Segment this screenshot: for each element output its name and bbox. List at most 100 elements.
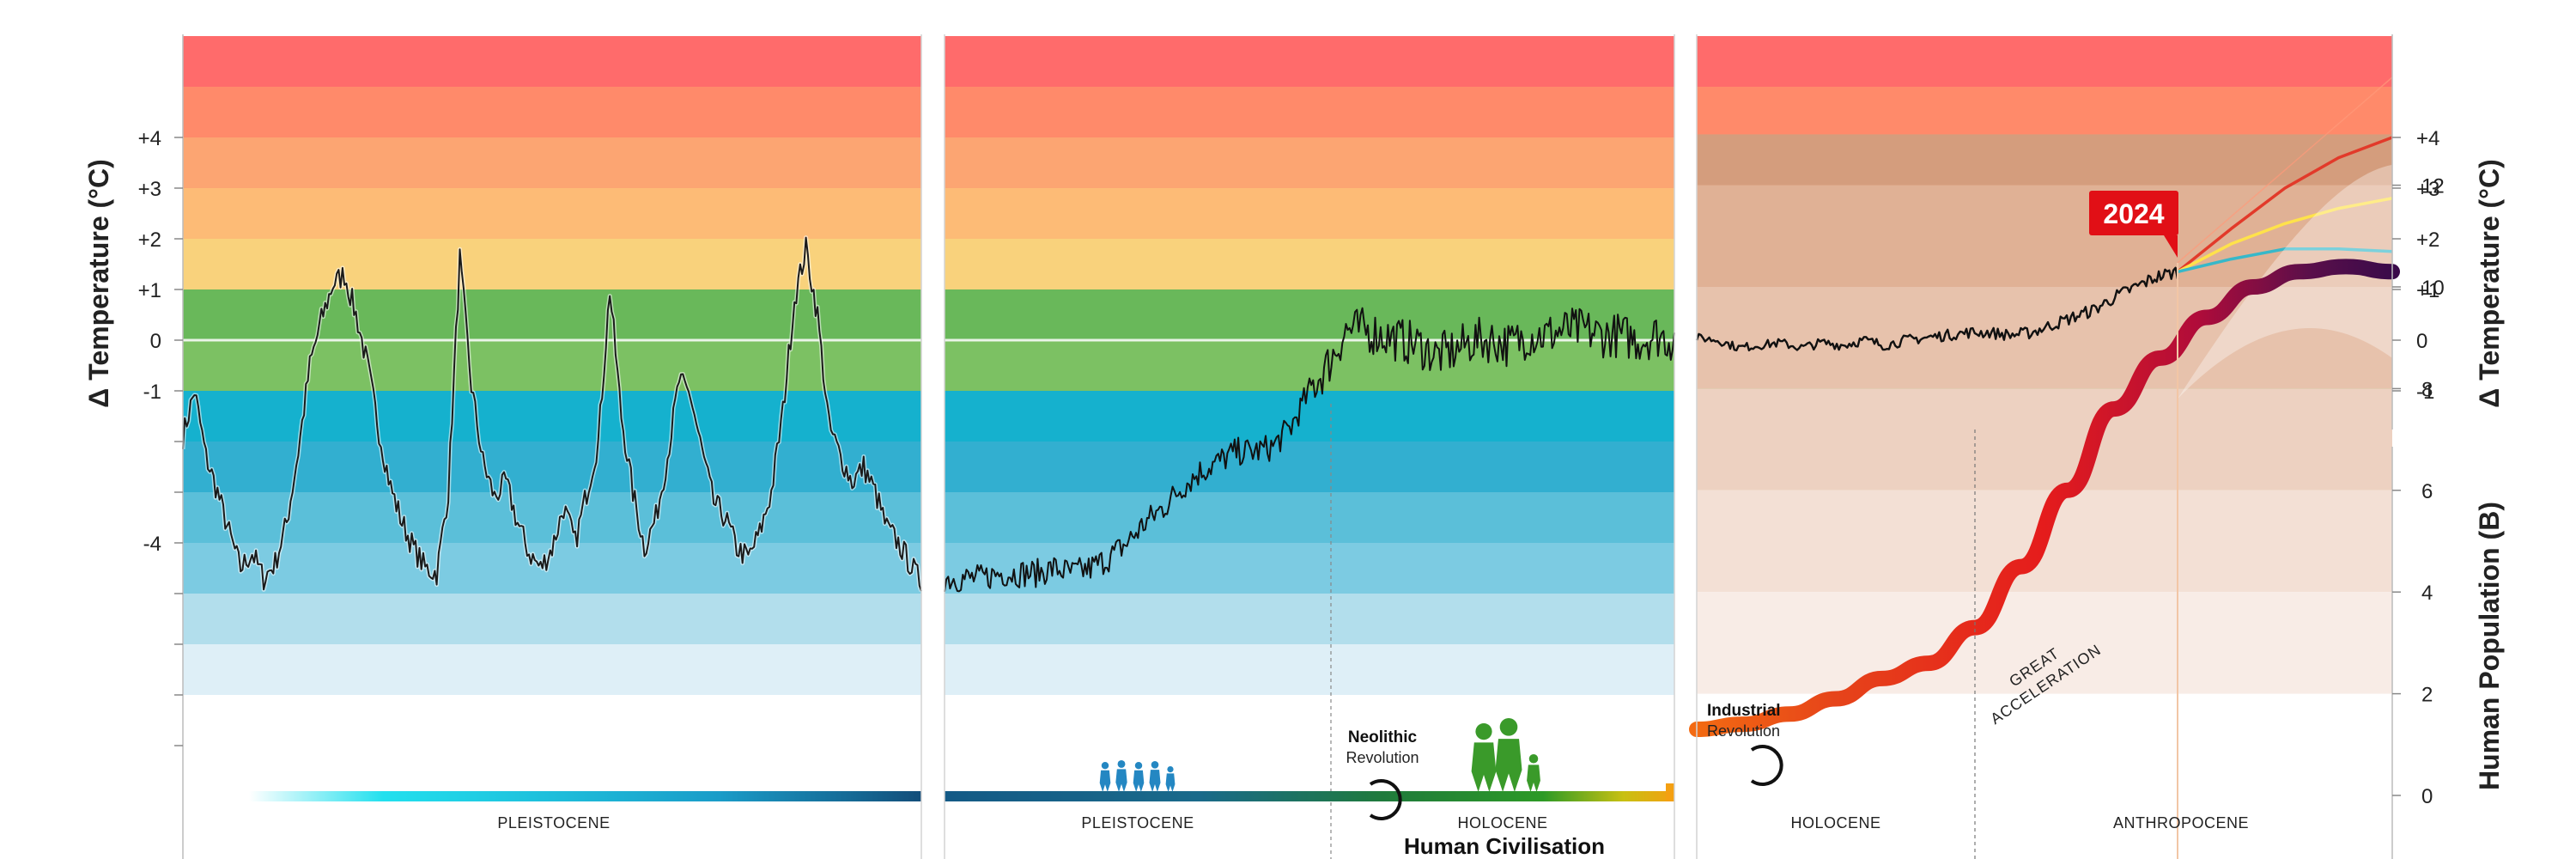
person-head [1475,723,1492,740]
left-temperature-line [182,236,922,592]
right-temp-tick-label: -1 [2416,381,2434,404]
human-civilisation-caption: Human Civilisation [1404,833,1605,859]
population-tick-label: 6 [2421,480,2433,503]
person-head [1167,766,1174,773]
chart-labels: PLEISTOCENE +4 +3 +2 +1 0 -1 -4 Δ Temperature (°… [83,34,2505,859]
temp-band [945,137,1674,188]
person-body [1495,739,1522,792]
person-head [1499,718,1518,736]
neolithic-label-bold: Neolithic [1348,728,1418,746]
hunter-figure [1133,762,1145,792]
population-line [1689,259,2400,738]
person-body [1165,773,1176,792]
temp-band [183,391,921,442]
badge-label: 2024 [2103,198,2164,229]
left-y-axis-title: Δ Temperature (°C) [83,159,114,407]
badge-pointer [2164,235,2178,258]
strip-end-flare [1666,783,1674,801]
temp-band [945,188,1674,239]
temp-band [945,594,1674,644]
population-axis-title: Human Population (B) [2474,502,2505,790]
temp-band [1697,87,2392,137]
right-temp-tick-label: +3 [2416,178,2439,201]
temp-band [183,442,921,492]
epoch-strip-middle [945,791,1674,801]
neolithic-revolution-marker [1369,779,1402,820]
hunter-figure [1099,762,1111,792]
left-y-tick-label: +4 [138,127,161,150]
farmer-family-icon [1471,718,1540,792]
population-tick-label: 10 [2421,277,2445,300]
right-temp-tick-label: +2 [2416,228,2439,252]
right-temp-tick-label: +4 [2416,127,2439,150]
person-body [1527,765,1540,792]
farmer-figure [1495,718,1522,792]
projection-high-line [2176,136,2393,273]
population-tick-label: 8 [2421,378,2433,401]
hunter-figure [1115,760,1127,792]
hunter-figure [1165,766,1176,792]
epoch-label-holocene-right: HOLOCENE [1790,814,1880,832]
badge-box [2089,191,2178,235]
temp-band [183,87,921,137]
left-y-tick-label: +2 [138,228,161,252]
right-temp-tick-label: 0 [2416,330,2427,353]
person-body [1133,770,1145,792]
epoch-label-anthropocene: ANTHROPOCENE [2113,814,2249,832]
left-y-tick-label: +1 [138,279,161,302]
person-head [1101,762,1109,770]
temp-band [1697,36,2392,87]
population-tick-label: 0 [2421,785,2433,808]
temp-band [945,36,1674,87]
industrial-revolution-marker [1750,745,1783,786]
middle-temperature-line [944,307,1675,593]
population-tick-label: 2 [2421,684,2433,707]
temp-band [945,644,1674,695]
epoch-label-pleistocene-left: PLEISTOCENE [497,814,610,832]
plot-lines [180,76,2400,738]
industrial-label-regular: Revolution [1707,722,1780,740]
temp-band [183,188,921,239]
person-head [1117,760,1126,768]
industrial-label-bold: Industrial [1707,702,1781,720]
epoch-label-holocene-middle: HOLOCENE [1457,814,1547,832]
person-head [1528,754,1539,764]
temp-band [183,340,921,391]
temperature-bands [183,36,2392,695]
population-band [1697,287,2392,389]
left-y-tick-label: +3 [138,178,161,201]
temp-band [945,391,1674,442]
person-body [1099,770,1111,792]
population-tick-label: 12 [2421,175,2445,198]
farmer-figure [1471,723,1497,792]
temp-band [183,644,921,695]
temp-band [183,137,921,188]
projection-mid-line [2177,197,2393,273]
temp-band [945,239,1674,289]
population-band [1697,185,2392,287]
right-temp-tick-label: +1 [2416,279,2439,302]
right-temp-axis-title: Δ Temperature (°C) [2474,159,2505,407]
projection-plume-edge [2177,76,2393,264]
temp-band [945,87,1674,137]
child-figure [1527,754,1540,792]
temp-band [945,442,1674,492]
left-y-tick-label: 0 [150,330,161,353]
temp-band [183,492,921,543]
person-head [1151,761,1159,769]
hunter-gatherer-icon [1099,760,1176,792]
pleistocene-strip-left [249,791,921,801]
temp-band [945,289,1674,340]
population-band [1697,134,2392,186]
temp-band [945,492,1674,543]
neolithic-label-regular: Revolution [1346,749,1419,766]
temp-band [183,36,921,87]
population-band [1697,592,2392,694]
person-head [1134,762,1143,770]
person-body [1149,770,1161,792]
person-body [1115,769,1127,792]
projection-low-line [2177,247,2393,274]
temp-band [183,289,921,340]
year-2024-badge: 2024 [2089,191,2178,258]
